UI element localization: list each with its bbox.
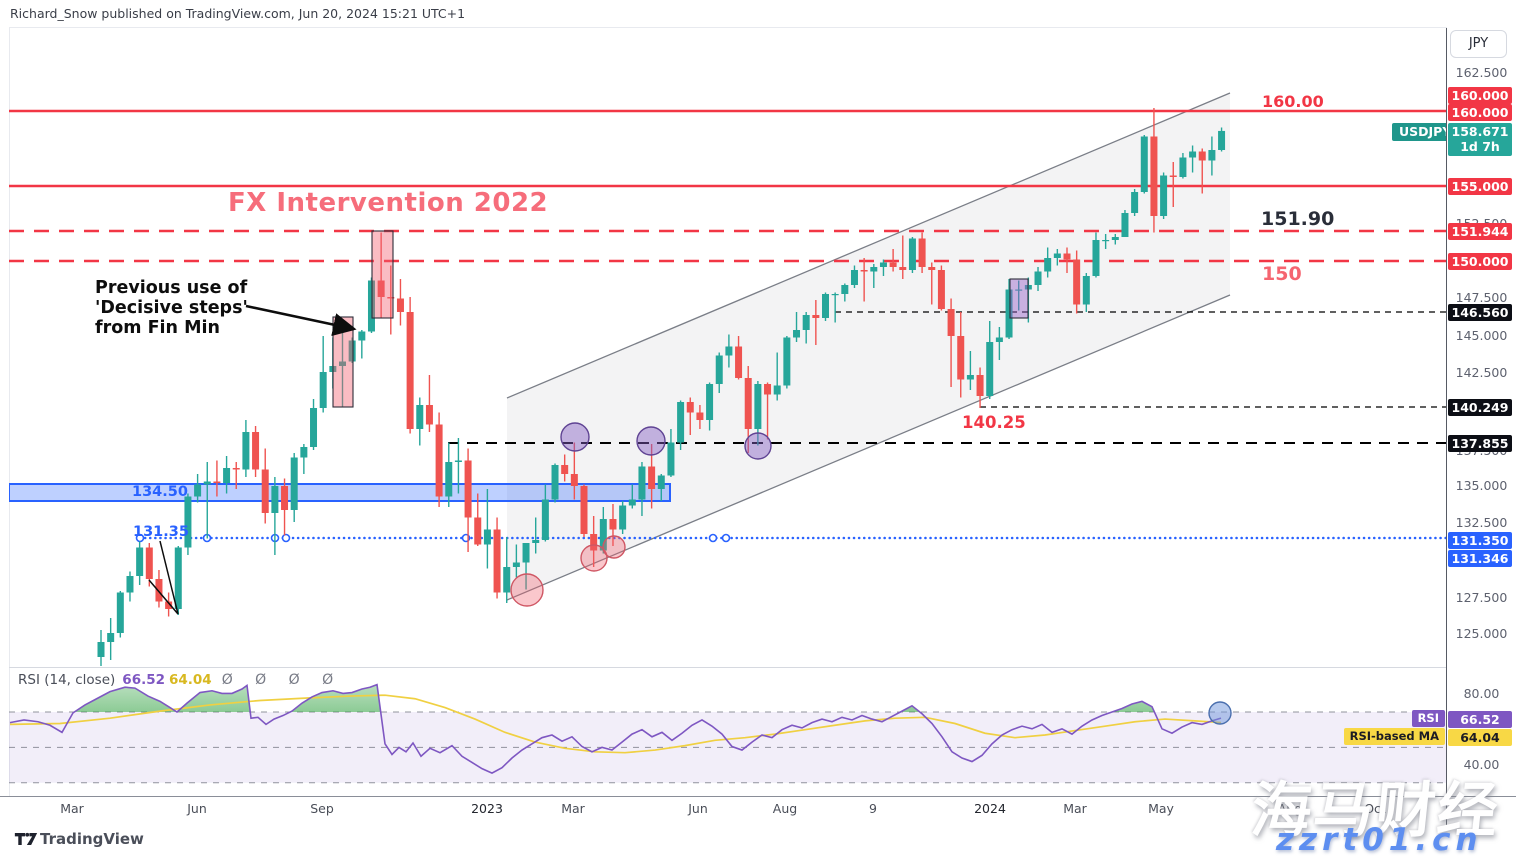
time-tick: Oct <box>1364 801 1386 816</box>
symbol-price-label: USDJPY <box>1392 123 1459 141</box>
currency-toggle-button[interactable]: JPY <box>1450 30 1507 58</box>
time-tick: Aug <box>1277 801 1303 816</box>
price-badge: 155.000 <box>1448 177 1512 195</box>
price-tick: 147.500 <box>1455 290 1508 305</box>
price-badge: 131.346 <box>1448 549 1512 567</box>
price-badge: 160.000 <box>1448 103 1512 121</box>
annotation-level-150: 150 <box>1262 263 1302 285</box>
price-tick: 127.500 <box>1455 590 1508 605</box>
rsi-line-label: RSI <box>1411 710 1445 727</box>
price-badge: 64.04 <box>1448 728 1512 746</box>
price-tick: 142.500 <box>1455 365 1508 380</box>
price-badge: 66.52 <box>1448 710 1512 728</box>
annotation-decisive-steps: Previous use of 'Decisive steps' from Fi… <box>95 278 248 338</box>
annotation-level-151-90: 151.90 <box>1261 208 1335 230</box>
price-tick: 135.000 <box>1455 478 1508 493</box>
byline: Richard_Snow published on TradingView.co… <box>10 6 466 21</box>
price-badge: 160.000 <box>1448 86 1512 104</box>
annotation-level-140-25: 140.25 <box>962 413 1026 432</box>
price-tick: 80.00 <box>1463 686 1500 701</box>
hide-indicator-icons[interactable]: Ø Ø Ø Ø <box>221 672 343 688</box>
time-axis[interactable]: Mar Jun Sep 2023 Mar Jun Aug 9 2024 Mar May Aug Oct <box>0 797 1446 825</box>
rsi-ma-line-label: RSI-based MA <box>1343 728 1445 745</box>
time-tick: Aug <box>772 801 798 816</box>
annotation-level-134-50: 134.50 <box>132 484 188 500</box>
tradingview-brand[interactable]: TradingView <box>40 830 144 848</box>
rsi-legend-title: RSI (14, close) <box>18 672 116 688</box>
price-tick: 125.000 <box>1455 626 1508 641</box>
time-axis-separator <box>0 796 1516 797</box>
price-badge: 146.560 <box>1448 303 1512 321</box>
time-tick: Mar <box>561 801 585 816</box>
chart-canvas[interactable] <box>9 27 1447 797</box>
time-tick: Mar <box>60 801 84 816</box>
price-badge: 158.671 1d 7h <box>1448 123 1512 156</box>
time-tick: Sep <box>310 801 334 816</box>
annotation-level-160: 160.00 <box>1262 92 1324 111</box>
time-tick: May <box>1148 801 1174 816</box>
rsi-ma-value: 64.04 <box>169 672 212 688</box>
time-tick: Mar <box>1063 801 1087 816</box>
price-axis[interactable]: JPY 162.500152.500147.500145.000142.5001… <box>1447 28 1516 825</box>
annotation-fx-intervention: FX Intervention 2022 <box>228 188 549 218</box>
rsi-value: 66.52 <box>122 672 165 688</box>
price-badge: 150.000 <box>1448 252 1512 270</box>
time-tick: Jun <box>187 801 207 816</box>
footer-bar: TradingView <box>0 825 1516 857</box>
price-tick: 162.500 <box>1455 65 1508 80</box>
price-badge: 131.350 <box>1448 531 1512 549</box>
annotation-level-131-35: 131.35 <box>133 524 189 540</box>
price-tick: 132.500 <box>1455 515 1508 530</box>
pane-separator[interactable] <box>9 667 1446 668</box>
time-tick: 2023 <box>471 801 503 816</box>
price-badge: 151.944 <box>1448 222 1512 240</box>
tradingview-logo-icon[interactable] <box>14 831 38 847</box>
rsi-legend: RSI (14, close) 66.52 64.04 Ø Ø Ø Ø <box>18 672 342 688</box>
time-tick: Jun <box>688 801 708 816</box>
price-axis-separator <box>1446 28 1447 825</box>
price-badge: 140.249 <box>1448 398 1512 416</box>
price-badge: 137.855 <box>1448 434 1512 452</box>
watermark-url: zzrt01.cn <box>1276 822 1483 857</box>
price-tick: 40.00 <box>1463 757 1500 772</box>
price-tick: 145.000 <box>1455 328 1508 343</box>
time-tick: 9 <box>869 801 877 816</box>
time-tick: 2024 <box>974 801 1006 816</box>
